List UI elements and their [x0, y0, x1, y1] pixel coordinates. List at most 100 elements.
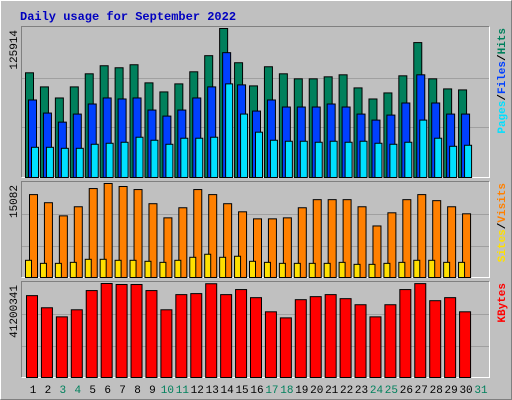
bar: [329, 140, 338, 179]
bar: [193, 189, 203, 278]
x-tick-label: 22: [340, 385, 353, 397]
bar: [223, 203, 233, 278]
bar: [189, 256, 197, 279]
bar: [359, 140, 368, 179]
bar: [204, 253, 212, 279]
bar: [195, 137, 204, 179]
bar: [413, 259, 421, 278]
x-tick-label: 25: [385, 385, 398, 397]
bar: [54, 262, 62, 279]
bar: [175, 294, 188, 378]
bar: [267, 218, 277, 278]
bar: [263, 261, 271, 279]
bar: [417, 194, 427, 279]
x-tick-label: 1: [30, 385, 37, 397]
bar: [324, 294, 337, 378]
bar: [419, 119, 428, 178]
bar: [73, 206, 83, 278]
bar: [31, 146, 39, 179]
bar: [297, 207, 307, 278]
bar: [449, 145, 458, 179]
bar: [45, 146, 54, 179]
bar: [219, 256, 227, 279]
x-tick-label: 26: [400, 385, 413, 397]
bar: [443, 261, 451, 279]
bar: [293, 262, 301, 279]
bar: [353, 263, 361, 278]
bar: [144, 260, 152, 279]
bar: [69, 261, 77, 279]
bar: [264, 311, 277, 378]
legend-entry: Files: [497, 61, 509, 94]
bar: [90, 143, 99, 178]
panel-edge-dark: [21, 26, 490, 178]
bar: [387, 212, 397, 278]
panel-edge-dark: [21, 181, 490, 278]
bar: [148, 203, 158, 278]
bar: [105, 142, 114, 178]
y-tick-label: 125914: [9, 30, 21, 70]
bar: [150, 139, 159, 179]
bar: [368, 263, 376, 278]
bar: [462, 213, 472, 278]
bar: [75, 147, 84, 179]
legend-separator: /: [497, 222, 509, 229]
bar: [60, 147, 69, 179]
x-tick-label: 27: [415, 385, 428, 397]
bar: [428, 259, 436, 278]
legend: Sites/Visits: [497, 183, 509, 262]
x-tick-label: 19: [295, 385, 308, 397]
bar: [384, 304, 397, 378]
bar: [39, 262, 47, 279]
bar: [130, 284, 143, 379]
bar: [458, 261, 466, 279]
bar: [190, 293, 203, 378]
bar: [344, 141, 353, 179]
x-tick-label: 12: [191, 385, 204, 397]
bar: [339, 298, 352, 378]
legend-entry: Sites: [497, 229, 509, 262]
x-tick-label: 13: [206, 385, 219, 397]
bar: [357, 206, 367, 278]
bar: [100, 283, 113, 378]
bar: [309, 296, 322, 378]
bar: [163, 217, 173, 278]
bar: [133, 189, 143, 278]
bar: [70, 309, 83, 378]
x-tick-label: 29: [445, 385, 458, 397]
bar: [84, 258, 92, 278]
bar: [402, 199, 412, 279]
bar: [114, 259, 122, 278]
bar: [279, 317, 292, 379]
bar: [342, 199, 352, 279]
legend-entry: Hits: [497, 28, 509, 54]
bar: [235, 289, 248, 378]
bar: [238, 211, 248, 278]
bar: [240, 113, 249, 178]
bar: [26, 295, 38, 379]
bar: [210, 136, 219, 178]
legend-separator: /: [497, 94, 509, 101]
x-tick-label: 14: [221, 385, 235, 397]
bar: [308, 262, 316, 279]
bar: [278, 262, 286, 279]
bar: [374, 142, 383, 178]
bar: [174, 259, 182, 278]
bar: [250, 297, 262, 378]
bar: [294, 299, 307, 379]
x-tick-label: 5: [89, 385, 96, 397]
bar: [398, 261, 406, 279]
bar: [178, 207, 188, 278]
bar: [43, 202, 53, 279]
bar: [447, 206, 457, 278]
x-tick-label: 18: [280, 385, 293, 397]
bar: [459, 311, 472, 378]
bar: [444, 297, 457, 378]
bar: [40, 307, 53, 378]
x-tick-label: 23: [355, 385, 368, 397]
bar: [160, 309, 173, 378]
x-tick-label: 17: [265, 385, 278, 397]
